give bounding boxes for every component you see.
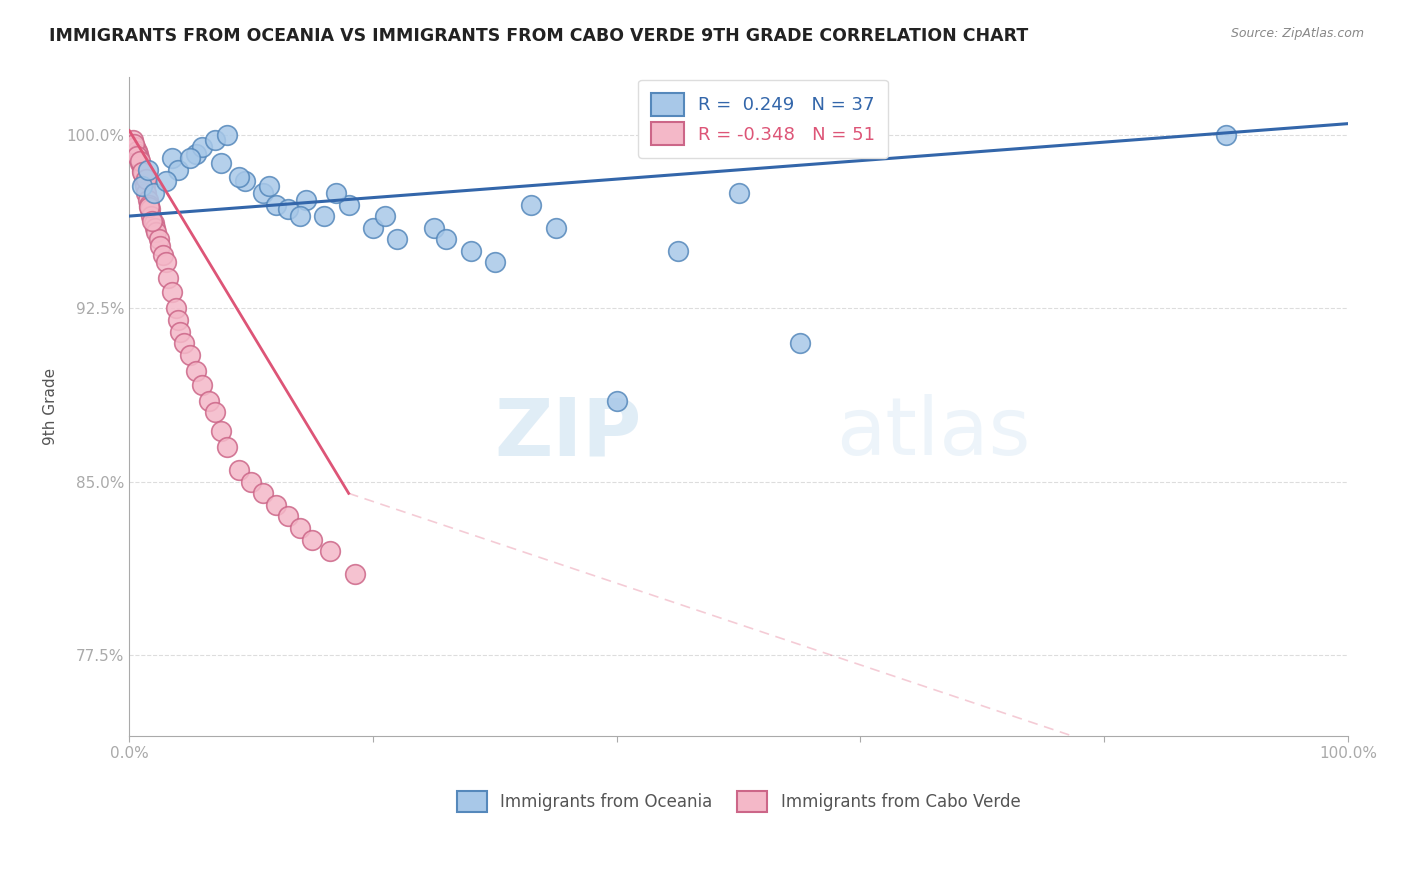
Point [139,202,162,216]
Point [125,145,148,159]
Point [155,255,177,269]
Point [228,169,250,184]
Point [288,209,311,223]
Point [301,533,323,547]
Point [204,405,226,419]
Point [484,255,506,269]
Point [204,133,226,147]
Text: ZIP: ZIP [494,394,641,472]
Point [215,440,238,454]
Point [186,146,208,161]
Legend: Immigrants from Oceania, Immigrants from Cabo Verde: Immigrants from Oceania, Immigrants from… [447,780,1031,822]
Point [215,128,238,143]
Point [1215,128,1237,143]
Point [141,213,163,227]
Point [423,220,446,235]
Text: atlas: atlas [837,394,1031,472]
Point [138,197,160,211]
Point [160,285,183,300]
Point [134,179,156,194]
Point [228,463,250,477]
Point [343,567,366,582]
Point [122,133,145,147]
Point [127,149,149,163]
Point [127,146,149,161]
Point [264,197,287,211]
Point [152,248,174,262]
Point [361,220,384,235]
Point [129,156,152,170]
Point [264,498,287,512]
Point [155,174,177,188]
Point [319,544,342,558]
Point [136,162,159,177]
Point [191,377,214,392]
Point [288,521,311,535]
Point [128,151,150,165]
Point [727,186,749,200]
Point [167,162,190,177]
Point [165,301,187,316]
Point [252,486,274,500]
Point [337,197,360,211]
Point [520,197,543,211]
Point [132,168,155,182]
Point [157,271,180,285]
Point [148,232,170,246]
Point [434,232,457,246]
Point [145,225,167,239]
Point [233,174,256,188]
Point [460,244,482,258]
Point [252,186,274,200]
Point [167,313,190,327]
Point [387,232,409,246]
Point [132,174,155,188]
Point [142,216,165,230]
Point [197,393,219,408]
Point [259,179,281,194]
Point [325,186,347,200]
Point [209,424,232,438]
Point [149,239,172,253]
Point [142,186,165,200]
Point [314,209,336,223]
Text: Source: ZipAtlas.com: Source: ZipAtlas.com [1230,27,1364,40]
Text: IMMIGRANTS FROM OCEANIA VS IMMIGRANTS FROM CABO VERDE 9TH GRADE CORRELATION CHAR: IMMIGRANTS FROM OCEANIA VS IMMIGRANTS FR… [49,27,1028,45]
Point [277,202,299,216]
Point [173,336,195,351]
Point [179,348,201,362]
Point [135,172,157,186]
Point [143,220,166,235]
Point [544,220,567,235]
Y-axis label: 9th Grade: 9th Grade [44,368,58,445]
Point [124,140,146,154]
Point [135,186,157,200]
Point [295,193,318,207]
Point [240,475,263,489]
Point [141,209,163,223]
Point [179,151,201,165]
Point [666,244,689,258]
Point [131,162,153,177]
Point [191,140,214,154]
Point [209,156,232,170]
Point [606,393,628,408]
Point [128,153,150,168]
Point [136,193,159,207]
Point [131,179,153,194]
Point [122,137,145,152]
Point [138,200,160,214]
Point [131,165,153,179]
Point [789,336,811,351]
Point [160,151,183,165]
Point [374,209,396,223]
Point [169,325,191,339]
Point [186,364,208,378]
Point [277,509,299,524]
